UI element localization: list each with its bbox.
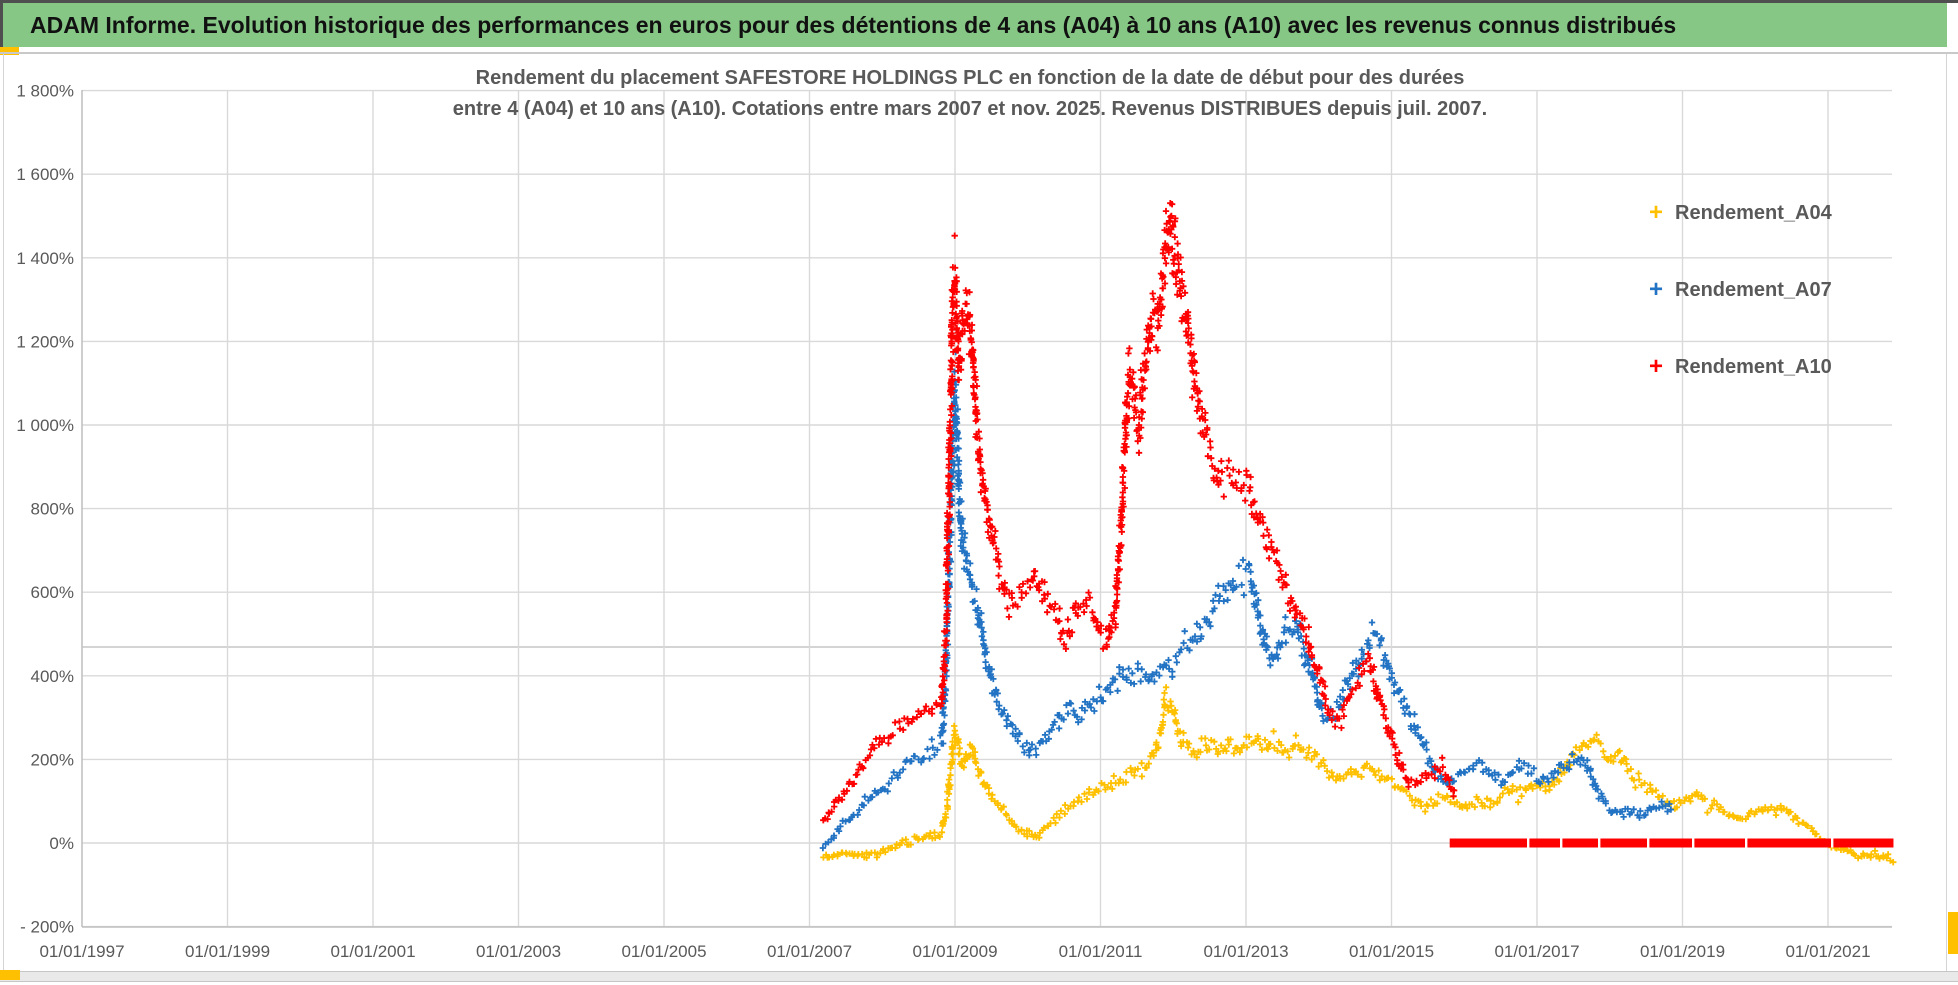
- series-zero-line: [1449, 838, 1894, 848]
- x-axis-label: 01/01/1999: [185, 942, 270, 961]
- y-axis-label: 1 000%: [16, 416, 74, 435]
- legend-item-a10[interactable]: + Rendement_A10: [1645, 350, 1832, 384]
- y-axis-label: 800%: [31, 500, 74, 519]
- x-axis-label: 01/01/2001: [330, 942, 415, 961]
- legend-label: Rendement_A10: [1675, 355, 1832, 378]
- y-axis-label: - 200%: [20, 918, 74, 937]
- selection-handle-top-left: [0, 47, 19, 55]
- plus-marker-icon: +: [1648, 353, 1663, 380]
- sheet-edge-right: [1946, 54, 1947, 971]
- bottom-scrollbar-strip[interactable]: [0, 971, 1958, 982]
- x-axis-label: 01/01/2015: [1349, 942, 1434, 961]
- selection-handle-bottom-right: [1948, 912, 1958, 954]
- x-axis-label: 01/01/2017: [1494, 942, 1579, 961]
- x-axis-label: 01/01/2021: [1785, 942, 1870, 961]
- x-axis-label: 01/01/2009: [912, 942, 997, 961]
- chart-title-line2: entre 4 (A04) et 10 ans (A10). Cotations…: [452, 98, 1488, 120]
- x-axis-label: 01/01/2005: [621, 942, 706, 961]
- chart-title-line1: Rendement du placement SAFESTORE HOLDING…: [475, 67, 1465, 89]
- y-axis-label: 400%: [31, 667, 74, 686]
- legend-item-a07[interactable]: + Rendement_A07: [1645, 273, 1832, 307]
- selection-handle-bottom-left: [0, 970, 20, 980]
- header-divider: [0, 52, 1958, 54]
- sheet-edge-left: [3, 54, 4, 971]
- series-Rendement_A07: [819, 348, 1675, 852]
- plus-marker-icon: +: [1648, 276, 1663, 303]
- x-axis-label: 01/01/2019: [1640, 942, 1725, 961]
- series-Rendement_A04: [820, 684, 1897, 866]
- legend-label: Rendement_A07: [1675, 278, 1832, 301]
- x-axis-label: 01/01/2011: [1059, 942, 1143, 961]
- y-axis-label: 1 400%: [16, 249, 74, 268]
- y-axis-label: 1 200%: [16, 332, 74, 351]
- y-axis-label: 200%: [31, 750, 74, 769]
- x-axis-label: 01/01/1997: [39, 942, 124, 961]
- chart-title: Rendement du placement SAFESTORE HOLDING…: [180, 63, 1760, 125]
- y-axis-label: 600%: [31, 583, 74, 602]
- x-axis-label: 01/01/2013: [1203, 942, 1288, 961]
- series-Rendement_A10: [820, 200, 1458, 824]
- y-axis-label: 1 800%: [16, 82, 74, 101]
- y-axis-label: 1 600%: [16, 165, 74, 184]
- plus-marker-icon: +: [1648, 199, 1663, 226]
- x-axis-label: 01/01/2007: [767, 942, 852, 961]
- header-title: ADAM Informe. Evolution historique des p…: [30, 12, 1677, 38]
- header-bar: ADAM Informe. Evolution historique des p…: [3, 3, 1947, 47]
- window-left-border: [0, 0, 3, 50]
- x-axis-label: 01/01/2003: [476, 942, 561, 961]
- chart-legend: + Rendement_A04 + Rendement_A07 + Rendem…: [1645, 196, 1832, 427]
- y-axis-label: 0%: [49, 834, 74, 853]
- window-top-border: [0, 0, 1958, 3]
- legend-item-a04[interactable]: + Rendement_A04: [1645, 196, 1832, 230]
- legend-label: Rendement_A04: [1675, 201, 1832, 224]
